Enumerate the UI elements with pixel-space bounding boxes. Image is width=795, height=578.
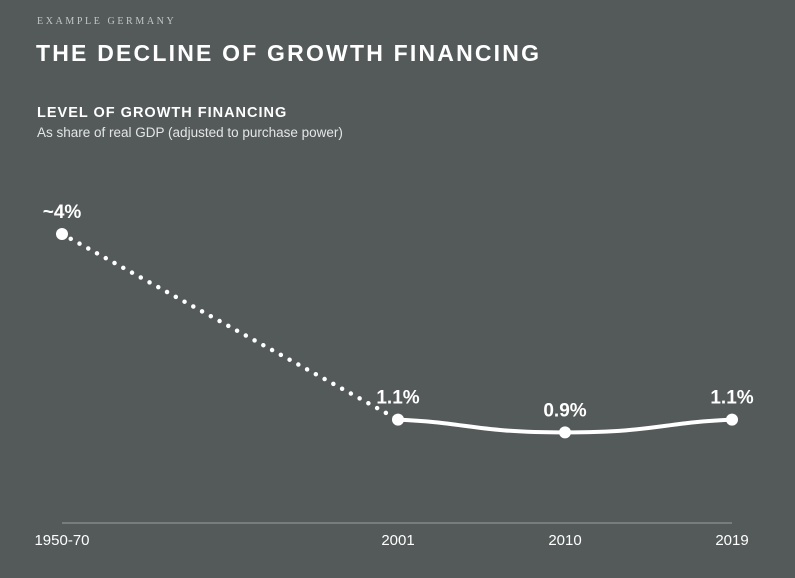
- chart-marks: ~4% 1950-70 1.1% 2001 0.9% 2010 1.1% 2019: [34, 202, 753, 549]
- data-point: [559, 426, 571, 439]
- x-tick-label: 2001: [381, 532, 414, 549]
- data-label: 0.9%: [543, 400, 586, 421]
- data-point: [392, 413, 404, 426]
- x-tick-label: 1950-70: [34, 532, 89, 549]
- eyebrow: EXAMPLE GERMANY: [37, 16, 177, 27]
- data-label: 1.1%: [376, 388, 419, 409]
- data-point: [56, 228, 68, 240]
- data-point: [726, 413, 738, 426]
- x-tick-label: 2010: [548, 532, 581, 549]
- data-label: 1.1%: [710, 388, 753, 409]
- chart-subtitle: As share of real GDP (adjusted to purcha…: [37, 125, 343, 140]
- data-label: ~4%: [43, 202, 82, 223]
- x-tick-label: 2019: [715, 532, 748, 549]
- page-title: THE DECLINE OF GROWTH FINANCING: [36, 40, 542, 66]
- chart-title: LEVEL OF GROWTH FINANCING: [37, 105, 288, 121]
- series-line-dotted: [59, 231, 401, 422]
